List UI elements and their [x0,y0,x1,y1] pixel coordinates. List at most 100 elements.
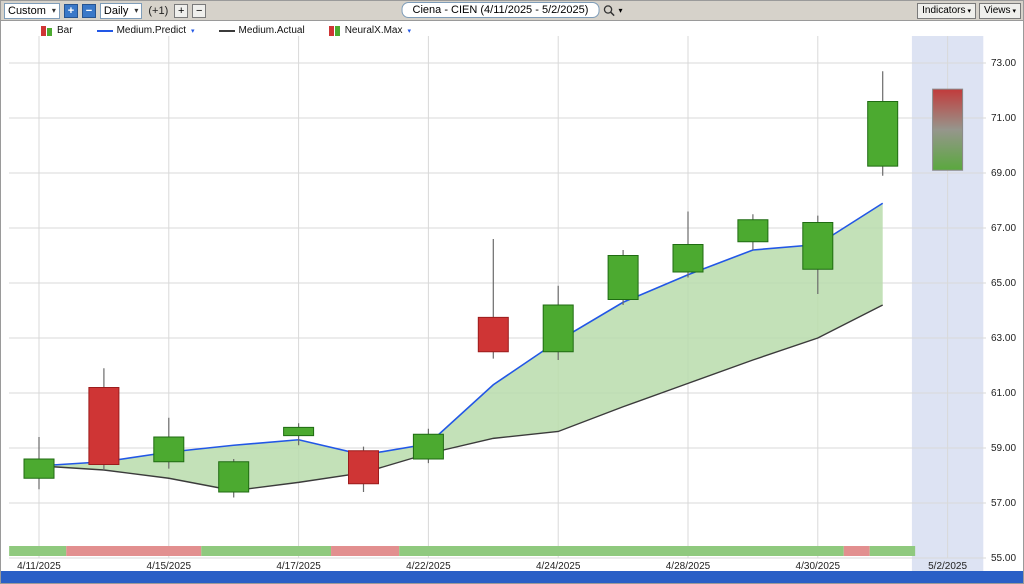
legend-label: Medium.Predict [116,25,187,36]
candle-body [867,101,899,167]
y-axis-label: 67.00 [991,223,1016,234]
x-axis-label: 4/15/2025 [147,561,192,572]
chevron-down-icon: ▾ [1012,7,1016,15]
views-button[interactable]: Views ▾ [978,2,1021,19]
chart-area: Bar Medium.Predict ▾ Medium.Actual [1,21,1024,573]
candle[interactable] [542,285,574,360]
candle-body [607,255,639,300]
candle[interactable] [932,88,964,171]
period-select-value: Daily [103,4,129,17]
x-axis-label: 4/30/2025 [796,561,841,572]
price-chart[interactable]: 73.00 71.00 69.00 67.00 65.00 63.00 61.00 59.00… [1,21,1024,573]
chevron-down-icon: ▾ [407,27,412,35]
predict-actual-area [39,203,883,491]
toolbar-center-group: Ciena - CIEN (4/11/2025 - 5/2/2025) ▾ [401,2,623,18]
toolbar-left-group: Custom ▾ + − Daily ▾ (+1) + − [1,2,207,19]
candle[interactable] [672,211,704,278]
x-axis-label: 4/11/2025 [17,561,61,572]
legend-item-medium-predict[interactable]: Medium.Predict ▾ [96,25,195,36]
candle[interactable] [802,215,834,294]
candle[interactable] [477,239,509,359]
predict-line-icon [96,29,113,32]
candle-body [153,436,185,463]
candle[interactable] [607,250,639,305]
candle-body [283,426,315,437]
signal-strip-segment [201,546,332,556]
candle-body [412,433,444,460]
candle[interactable] [867,71,899,176]
x-axis-label: 5/2/2025 [928,561,967,572]
candle[interactable] [283,423,315,446]
neuralx-series-icon [328,25,340,36]
chart-title: Ciena - CIEN (4/11/2025 - 5/2/2025) [412,4,589,16]
candle-body [737,219,769,243]
candle-body [218,461,250,493]
actual-line-icon [218,29,235,32]
y-axis-label: 65.00 [991,278,1016,289]
bottom-bar [1,571,1023,583]
signal-strip-segment [869,546,916,556]
candle[interactable] [153,417,185,469]
legend-label: NeuralX.Max [344,25,403,36]
offset-decrease-button[interactable]: − [192,3,207,18]
y-axis-label: 73.00 [991,58,1016,69]
indicators-button[interactable]: Indicators ▾ [917,2,976,19]
legend-item-neuralx-max[interactable]: NeuralX.Max ▾ [328,25,412,36]
legend-item-medium-actual[interactable]: Medium.Actual [218,25,305,36]
candle-body [88,387,120,465]
candle[interactable] [412,428,444,464]
chart-legend: Bar Medium.Predict ▾ Medium.Actual [41,25,411,36]
symbol-search-box[interactable]: Ciena - CIEN (4/11/2025 - 5/2/2025) [401,2,600,18]
candle[interactable] [218,459,250,498]
candle-body [348,450,379,485]
chevron-down-icon: ▾ [967,7,971,15]
candle[interactable] [737,214,769,250]
period-select[interactable]: Daily ▾ [99,2,143,19]
signal-strip-segment [331,546,400,556]
toolbar: Custom ▾ + − Daily ▾ (+1) + − Ciena - CI… [1,1,1023,21]
legend-label: Bar [57,25,73,36]
signal-strip-segment [9,546,67,556]
signal-strip-segment [66,546,202,556]
range-select[interactable]: Custom ▾ [4,2,60,19]
bar-series-icon [41,25,52,36]
legend-item-bar[interactable]: Bar [41,25,73,36]
y-axis-label: 61.00 [991,388,1016,399]
chevron-down-icon: ▾ [51,6,56,15]
y-axis-label: 55.00 [991,553,1016,564]
zoom-out-button[interactable]: − [81,3,96,18]
candle-body [672,244,704,273]
candle-body [542,304,574,353]
x-axis-label: 4/24/2025 [536,561,581,572]
candle[interactable] [23,437,55,490]
offset-increase-button[interactable]: + [174,3,189,18]
indicators-label: Indicators [922,5,966,16]
y-axis-label: 71.00 [991,113,1016,124]
zoom-in-button[interactable]: + [63,3,78,18]
signal-strip-segment [843,546,870,556]
x-axis-label: 4/22/2025 [406,561,451,572]
x-axis-label: 4/28/2025 [666,561,711,572]
chevron-down-icon: ▾ [134,6,139,15]
candle[interactable] [348,446,379,492]
search-icon[interactable] [602,4,615,17]
y-axis-label: 69.00 [991,168,1016,179]
medium-actual-line [38,304,884,492]
candle-body [23,458,55,479]
candle[interactable] [88,368,120,470]
candle-body [802,222,834,270]
signal-strip-segment [399,546,844,556]
toolbar-right-group: Indicators ▾ Views ▾ [917,2,1023,19]
y-axis-label: 59.00 [991,443,1016,454]
range-select-value: Custom [8,4,46,17]
x-axis-label: 4/17/2025 [276,561,321,572]
period-offset-label: (+1) [148,4,169,17]
chevron-down-icon: ▾ [191,27,195,35]
candle-body [932,88,964,171]
y-axis-label: 63.00 [991,333,1016,344]
chevron-down-icon[interactable]: ▾ [618,5,623,15]
y-axis-label: 57.00 [991,498,1016,509]
candle-body [477,316,509,353]
views-label: Views [983,5,1011,16]
